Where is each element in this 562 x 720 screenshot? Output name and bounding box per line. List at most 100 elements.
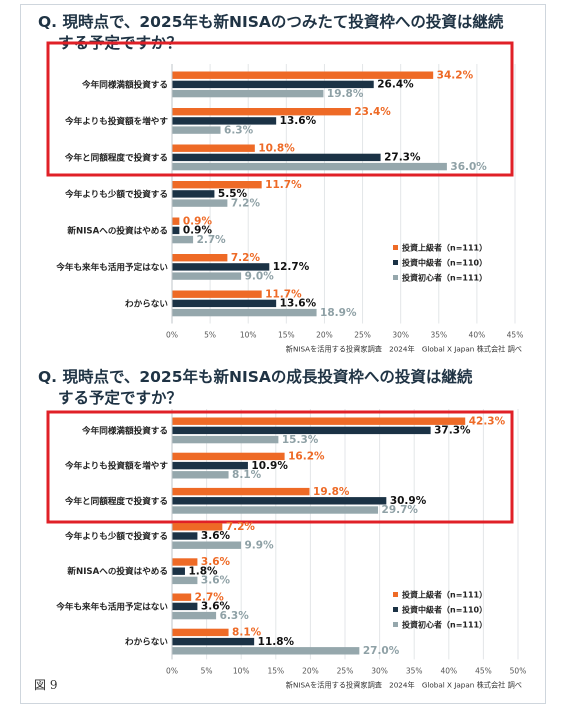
bar [172,497,387,505]
data-label: 8.1% [232,627,262,639]
bar [172,217,180,225]
data-label: 3.6% [201,575,231,587]
legend-swatch [393,275,398,280]
bar [172,647,360,655]
bar [172,299,277,308]
legend-label: 投資中級者（n=110） [402,605,487,615]
chart-title-line-1: Q. 現時点で、2025年も新NISAの成長投資枠への投資は継続 [38,368,473,386]
chart-title: Q. 現時点で、2025年も新NISAの成長投資枠への投資は継続 する予定ですか… [38,367,538,409]
data-label: 27.3% [384,152,421,164]
category-label: 新NISAへの投資はやめる [67,224,168,236]
bar [172,541,242,549]
data-label: 9.9% [245,539,275,551]
data-label: 0.9% [183,225,213,237]
x-tick-label: 35% [406,666,423,675]
category-label: 今年も来年も活用予定はない [55,261,168,273]
category-label: 今年も来年も活用予定はない [55,600,168,612]
legend-swatch [393,245,398,250]
x-tick-label: 35% [430,331,447,340]
x-tick-label: 10% [240,331,257,340]
legend-label: 投資上級者（n=111） [402,243,487,253]
bar [172,435,279,444]
data-label: 7.2% [226,521,256,533]
x-tick-label: 0% [166,666,178,675]
bar [172,506,379,514]
x-tick-label: 40% [469,331,486,340]
x-tick-label: 15% [278,331,295,340]
bar [172,71,434,79]
bar [172,290,262,298]
bar [172,558,198,566]
data-label: 29.7% [382,504,419,516]
legend-label: 投資初心者（n=111） [402,273,487,283]
data-label: 6.3% [220,610,250,622]
data-label: 16.2% [288,451,325,463]
legend-label: 投資上級者（n=111） [402,590,487,600]
source-note: 新NISAを活用する投資家調査 2024年 Global X Japan 株式会… [286,345,522,354]
x-tick-label: 45% [507,331,524,340]
bar [172,272,242,280]
category-label: わからない [125,298,168,309]
legend-swatch [393,607,398,612]
data-label: 34.2% [437,69,474,81]
bar [172,144,255,152]
bar [172,181,262,189]
bar [172,532,198,540]
legend-swatch [393,260,398,265]
data-label: 11.7% [265,179,302,191]
data-label: 13.6% [280,115,317,127]
chart-svg-tsumitate: 0% 5% 10% 15% 20% 25% 30% 35% 40% 45% 今年同様満額投資する 34… [46,41,524,354]
data-label: 3.6% [201,556,231,568]
source-note: 新NISAを活用する投資家調査 2024年 Global X Japan 株式会… [286,680,522,689]
bar [172,235,194,244]
bar [172,263,270,271]
data-label: 19.8% [327,88,364,100]
bar [172,190,215,198]
data-label: 15.3% [282,434,319,446]
highlight-box [46,410,514,524]
bar [172,471,229,479]
bar [172,162,447,171]
x-tick-label: 5% [201,666,213,675]
chart-title-line-1: Q. 現時点で、2025年も新NISAのつみたて投資枠への投資は継続 [38,13,504,31]
x-tick-label: 5% [204,331,216,340]
category-label: 今年同様満額投資する [81,78,168,90]
x-tick-label: 25% [337,666,354,675]
chart-panel-seichou: Q. 現時点で、2025年も新NISAの成長投資枠への投資は継続 する予定ですか… [0,357,562,702]
data-label: 13.6% [280,298,317,310]
bar [172,487,310,496]
data-label: 37.3% [434,425,471,437]
data-label: 12.7% [273,261,310,273]
data-label: 18.9% [320,307,357,319]
figure-label: 図 9 [34,678,58,692]
bar [172,628,229,637]
category-label: 今年と同額程度で投資する [64,495,168,507]
bar [172,126,221,134]
data-label: 1.8% [188,565,218,577]
x-tick-label: 0% [166,331,178,340]
x-tick-label: 45% [475,666,492,675]
bar [172,89,324,98]
x-tick-label: 15% [267,666,284,675]
data-label: 9.0% [245,270,275,282]
legend-swatch [393,592,398,597]
bar [172,461,248,470]
x-tick-label: 30% [371,666,388,675]
bar [172,426,431,435]
data-label: 30.9% [390,495,427,507]
bar [172,611,217,620]
data-label: 36.0% [450,161,487,173]
bar [172,117,277,125]
data-label: 27.0% [363,645,400,657]
bar [172,523,223,531]
data-label: 2.7% [195,591,225,603]
x-tick-label: 30% [392,331,409,340]
bar [172,576,198,585]
category-label: 今年同様満額投資する [81,424,168,436]
category-label: 今年よりも少額で投資する [64,188,168,200]
data-label: 5.5% [218,188,248,200]
data-label: 0.9% [183,215,213,227]
data-label: 10.8% [258,142,295,154]
bar [172,308,317,317]
bar [172,452,285,461]
